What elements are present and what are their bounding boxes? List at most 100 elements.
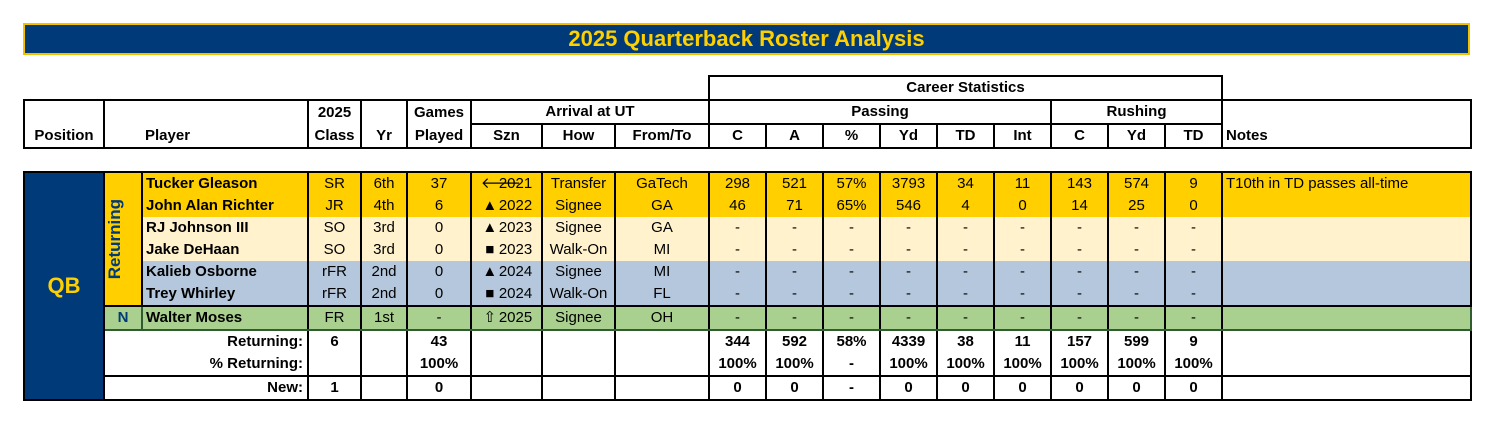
player-name: Trey Whirley — [142, 283, 308, 307]
stat-cell: - — [1164, 305, 1223, 331]
stat-cell: - — [1107, 261, 1165, 283]
stat-cell: - — [1164, 239, 1223, 261]
summary-cell: 100% — [936, 353, 994, 377]
summary-cell: 0 — [406, 376, 471, 401]
player-szn: 🡐2021 — [470, 171, 542, 195]
stat-cell: - — [765, 217, 823, 239]
stat-cell: 71 — [765, 195, 823, 217]
table-row: Kalieb Osborne rFR 2nd 0 ▲ 2024 Signee MI… — [24, 261, 1472, 283]
stat-cell: 3793 — [879, 171, 937, 195]
position-header: Position — [23, 124, 104, 149]
stat-cell: - — [993, 239, 1051, 261]
table-row: Jake DeHaan SO 3rd 0 ■ 2023 Walk-On MI - … — [24, 239, 1472, 261]
stat-cell: - — [1107, 239, 1165, 261]
page-title: 2025 Quarterback Roster Analysis — [23, 23, 1470, 55]
stat-cell: - — [879, 261, 937, 283]
stat-cell: - — [936, 217, 994, 239]
summary-cell: 100% — [1164, 353, 1223, 377]
summary-cell: 0 — [1164, 376, 1223, 401]
stat-cell: - — [936, 261, 994, 283]
player-class: SO — [307, 217, 361, 239]
summary-cell: 38 — [936, 330, 994, 353]
summary-row-pct-returning: % Returning: 100% 100% 100% - 100% 100% … — [24, 353, 1472, 377]
rush-c-header: C — [1050, 123, 1108, 149]
summary-cell: 100% — [406, 353, 471, 377]
table-row: RJ Johnson III SO 3rd 0 ▲ 2023 Signee GA … — [24, 217, 1472, 239]
stat-cell: - — [765, 239, 823, 261]
stat-cell: 14 — [1050, 195, 1108, 217]
summary-cell: 6 — [307, 330, 361, 353]
games-header-top: Games — [406, 99, 471, 124]
stat-cell: 9 — [1164, 171, 1223, 195]
summary-cell: 43 — [406, 330, 471, 353]
player-szn: ■ 2023 — [470, 239, 542, 261]
career-statistics-header: Career Statistics — [708, 75, 1223, 100]
stat-cell: - — [822, 261, 880, 283]
outline-arrow-up-icon: ⇧ — [483, 309, 497, 326]
summary-cell: 592 — [765, 330, 823, 353]
square-icon: ■ — [485, 285, 495, 302]
player-name: Jake DeHaan — [142, 239, 308, 261]
player-class: rFR — [307, 283, 361, 307]
notes-header: Notes — [1222, 124, 1472, 149]
player-class: SR — [307, 171, 361, 195]
player-from: GA — [614, 217, 709, 239]
stat-cell: - — [993, 217, 1051, 239]
stat-cell: - — [708, 305, 766, 331]
stat-cell: 143 — [1050, 171, 1108, 195]
player-yr: 4th — [360, 195, 407, 217]
stat-cell: - — [765, 283, 823, 307]
player-how: Signee — [541, 261, 615, 283]
rush-yd-header: Yd — [1107, 123, 1165, 149]
rushing-header: Rushing — [1050, 99, 1223, 124]
stat-cell: - — [1107, 217, 1165, 239]
stat-cell: 46 — [708, 195, 766, 217]
summary-cell: 0 — [708, 376, 766, 401]
player-how: Transfer — [541, 171, 615, 195]
summary-label: New: — [104, 376, 308, 401]
stat-cell: - — [936, 283, 994, 307]
stat-cell: - — [708, 217, 766, 239]
stat-cell: - — [1050, 217, 1108, 239]
player-szn: ▲ 2024 — [470, 261, 542, 283]
summary-row-new: New: 1 0 0 0 - 0 0 0 0 0 0 — [24, 376, 1472, 401]
pass-yd-header: Yd — [879, 123, 937, 149]
returning-group-label: Returning — [104, 171, 143, 307]
summary-cell: 0 — [765, 376, 823, 401]
stat-cell: - — [1107, 305, 1165, 331]
player-szn: ⇧ 2025 — [470, 305, 542, 331]
player-games: - — [406, 305, 471, 331]
player-name: Kalieb Osborne — [142, 261, 308, 283]
player-games: 0 — [406, 261, 471, 283]
stat-cell: - — [708, 283, 766, 307]
player-name: Walter Moses — [142, 305, 308, 331]
stat-cell: - — [1164, 283, 1223, 307]
player-yr: 2nd — [360, 283, 407, 307]
player-how: Signee — [541, 217, 615, 239]
stat-cell: 25 — [1107, 195, 1165, 217]
szn-header: Szn — [470, 123, 542, 149]
stat-cell: - — [708, 261, 766, 283]
player-notes: T10th in TD passes all-time — [1222, 171, 1472, 195]
summary-cell: - — [822, 353, 880, 377]
stat-cell: 34 — [936, 171, 994, 195]
stat-cell: - — [822, 239, 880, 261]
player-from: MI — [614, 239, 709, 261]
summary-cell: 0 — [936, 376, 994, 401]
stat-cell: 65% — [822, 195, 880, 217]
player-class: rFR — [307, 261, 361, 283]
class-header-bottom: Class — [307, 124, 361, 149]
yr-header: Yr — [360, 124, 407, 149]
arrival-header: Arrival at UT — [470, 99, 709, 124]
player-name: John Alan Richter — [142, 195, 308, 217]
player-how: Signee — [541, 195, 615, 217]
position-cell: QB — [23, 171, 105, 401]
pass-c-header: C — [708, 123, 766, 149]
arrow-left-icon: 🡐 — [480, 175, 522, 192]
player-games: 6 — [406, 195, 471, 217]
stat-cell: - — [1164, 261, 1223, 283]
pass-pct-header: % — [822, 123, 880, 149]
stat-cell: 57% — [822, 171, 880, 195]
class-header-top: 2025 — [307, 99, 361, 124]
player-class: SO — [307, 239, 361, 261]
